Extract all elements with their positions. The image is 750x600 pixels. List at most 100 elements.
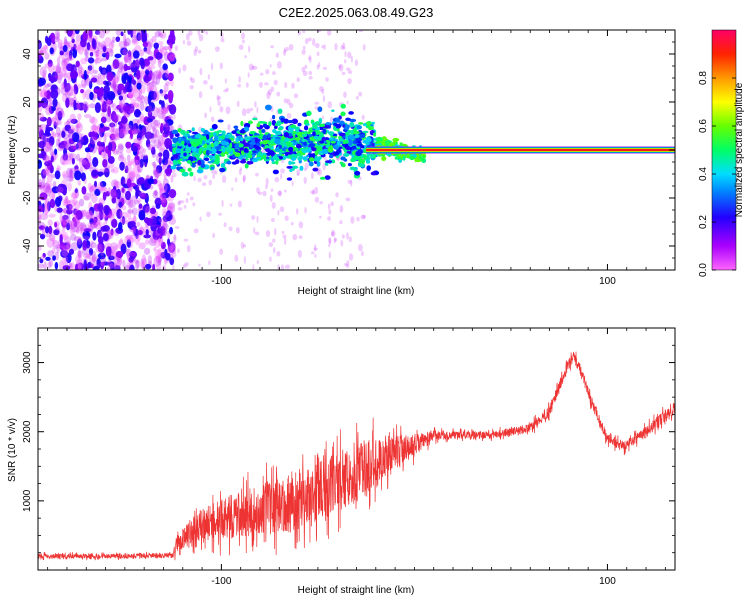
band-cell: [265, 158, 270, 162]
noise-cell: [113, 76, 117, 86]
noise-cell: [119, 161, 125, 171]
noise-cell: [108, 189, 117, 197]
band-cell: [303, 141, 307, 146]
noise-cell: [102, 158, 108, 168]
noise-cell: [80, 172, 86, 182]
band-cell: [233, 125, 239, 129]
faint-cell: [207, 73, 211, 80]
faint-cell: [318, 61, 321, 68]
noise-cell: [68, 205, 73, 212]
noise-cell: [73, 236, 82, 242]
faint-cell: [266, 91, 271, 100]
noise-cell: [84, 113, 92, 119]
x-tick-label: -100: [211, 576, 231, 587]
noise-cell: [155, 51, 162, 61]
band-cell: [185, 140, 191, 143]
band-cell: [356, 125, 362, 130]
band-cell: [191, 131, 199, 135]
band-cell: [312, 138, 316, 142]
band-cell: [358, 163, 363, 167]
band-cell: [243, 126, 250, 132]
noise-cell: [89, 206, 95, 216]
noise-cell: [132, 118, 140, 124]
faint-cell: [310, 251, 315, 255]
band-cell: [349, 122, 355, 128]
noise-cell: [102, 68, 107, 78]
faint-cell: [173, 235, 177, 243]
noise-cell: [157, 30, 162, 36]
band-cell: [371, 121, 375, 125]
noise-cell: [168, 188, 177, 199]
band-cell: [314, 150, 319, 156]
faint-cell: [327, 203, 331, 210]
noise-cell: [88, 210, 94, 220]
faint-cell: [319, 85, 324, 92]
noise-cell: [130, 146, 139, 152]
noise-cell: [75, 123, 79, 132]
noise-cell: [66, 167, 73, 178]
noise-cell: [94, 188, 101, 197]
faint-cell: [327, 101, 333, 109]
band-cell: [280, 117, 285, 123]
noise-cell: [40, 102, 49, 107]
noise-cell: [68, 102, 74, 108]
faint-cell: [284, 47, 290, 52]
noise-cell: [130, 98, 137, 108]
band-cell: [225, 134, 229, 139]
noise-cell: [38, 214, 42, 221]
noise-cell: [162, 107, 170, 112]
noise-cell: [74, 39, 81, 51]
noise-cell: [97, 42, 103, 47]
faint-cell: [265, 184, 268, 190]
noise-cell: [92, 220, 96, 226]
noise-cell: [50, 155, 55, 163]
band-cell: [311, 147, 317, 152]
noise-cell: [38, 53, 42, 60]
faint-cell: [343, 91, 347, 98]
noise-cell: [118, 40, 127, 48]
band-cell: [278, 151, 282, 156]
noise-cell: [112, 147, 116, 154]
noise-cell: [92, 156, 99, 168]
noise-cell: [102, 233, 109, 242]
noise-cell: [59, 155, 66, 165]
noise-cell: [46, 184, 51, 190]
noise-cell: [61, 218, 67, 228]
band-cell: [302, 156, 308, 161]
noise-cell: [144, 65, 152, 71]
faint-cell: [212, 173, 216, 180]
band-cell: [265, 156, 270, 160]
noise-cell: [147, 120, 152, 132]
faint-cell: [308, 56, 311, 60]
band-cell: [296, 131, 304, 138]
faint-cell: [210, 169, 216, 175]
noise-cell: [93, 218, 98, 228]
faint-cell: [321, 45, 324, 49]
noise-cell: [103, 165, 111, 173]
noise-cell: [163, 162, 167, 171]
noise-cell: [68, 220, 75, 227]
noise-cell: [120, 47, 128, 56]
faint-cell: [256, 187, 260, 194]
faint-cell: [219, 106, 224, 113]
noise-cell: [104, 213, 108, 225]
noise-cell: [156, 260, 162, 270]
band-cell: [289, 168, 293, 173]
faint-cell: [310, 190, 315, 194]
noise-cell: [54, 132, 61, 137]
noise-cell: [45, 186, 53, 194]
faint-cell: [290, 221, 294, 226]
faint-cell: [301, 66, 306, 73]
noise-cell: [115, 250, 124, 258]
noise-cell: [139, 113, 145, 123]
noise-cell: [74, 142, 82, 151]
noise-cell: [74, 187, 79, 199]
band-cell: [229, 142, 233, 149]
noise-cell: [65, 195, 69, 206]
noise-cell: [56, 119, 62, 126]
band-cell: [207, 160, 214, 164]
faint-cell: [198, 34, 204, 42]
noise-cell: [143, 48, 148, 54]
noise-cell: [144, 205, 151, 215]
noise-cell: [76, 238, 83, 249]
